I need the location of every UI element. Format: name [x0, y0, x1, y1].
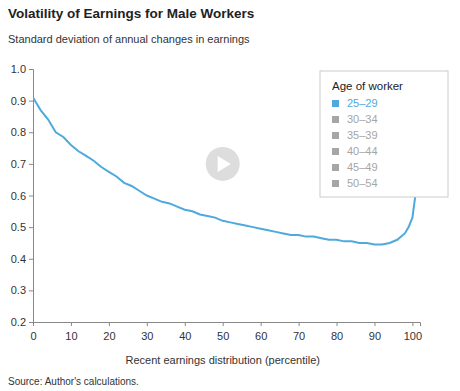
y-tick-label: 0.2: [11, 316, 26, 328]
x-axis: 0 10 20 30 40 50 60 70 80 90 100: [30, 322, 422, 342]
y-tick: 0.6: [11, 190, 33, 202]
y-tick: 0.3: [11, 284, 33, 296]
y-tick-mark: [29, 259, 33, 260]
x-tick: 30: [141, 322, 153, 342]
y-tick-label: 0.8: [11, 126, 26, 138]
y-axis: 0.2 0.3 0.4 0.5 0.6 0.7 0.8 0.9 1.0: [11, 63, 34, 328]
x-tick-label: 30: [141, 330, 153, 342]
x-tick-label: 0: [30, 330, 36, 342]
legend-label: 35–39: [347, 129, 378, 141]
subtitle: Standard deviation of annual changes in …: [8, 33, 250, 45]
x-tick-label: 40: [179, 330, 191, 342]
x-tick: 20: [103, 322, 115, 342]
x-tick-label: 60: [255, 330, 267, 342]
y-tick-label: 0.3: [11, 284, 26, 296]
y-tick: 0.5: [11, 221, 33, 233]
lines: [33, 97, 416, 244]
x-tick: 0: [30, 322, 36, 342]
y-tick: 0.9: [11, 95, 33, 107]
y-tick-label: 0.7: [11, 158, 26, 170]
x-tick-mark: [261, 322, 262, 326]
y-tick-label: 0.5: [11, 221, 26, 233]
x-tick-mark: [299, 322, 300, 326]
legend-title: Age of worker: [332, 80, 403, 92]
legend-swatch: [332, 116, 339, 123]
legend-swatch: [332, 100, 339, 107]
title: Volatility of Earnings for Male Workers: [8, 6, 254, 21]
legend: Age of worker 25–29 30–34 35–39 40–44 45–49 50…: [320, 71, 448, 197]
x-tick-label: 90: [369, 330, 381, 342]
legend-label: 50–54: [347, 177, 378, 189]
x-tick-label: 80: [331, 330, 343, 342]
x-tick: 40: [179, 322, 191, 342]
source: Source: Author's calculations.: [8, 376, 139, 387]
series-line: [33, 97, 416, 244]
x-axis-line: [34, 323, 421, 327]
legend-label: 45–49: [347, 161, 378, 173]
x-tick: 10: [65, 322, 77, 342]
y-axis-line: [29, 70, 34, 323]
y-tick: 0.8: [11, 126, 33, 138]
x-axis-title: Recent earnings distribution (percentile…: [125, 354, 319, 366]
y-tick-label: 0.9: [11, 95, 26, 107]
x-tick-label: 70: [293, 330, 305, 342]
x-tick-label: 20: [103, 330, 115, 342]
y-tick: 1.0: [11, 63, 33, 75]
x-tick-mark: [33, 322, 34, 326]
x-tick-mark: [185, 322, 186, 326]
legend-box: [320, 71, 448, 197]
x-tick-label: 100: [404, 330, 422, 342]
y-tick: 0.2: [11, 316, 33, 328]
x-tick-mark: [223, 322, 224, 326]
play-button[interactable]: [206, 147, 240, 181]
legend-label: 25–29: [347, 97, 378, 109]
y-tick-mark: [29, 101, 33, 102]
plot: 0.2 0.3 0.4 0.5 0.6 0.7 0.8 0.9 1.0 0 10 20 30 40 50 60…: [11, 63, 422, 342]
x-tick: 60: [255, 322, 267, 342]
y-tick-mark: [29, 164, 33, 165]
x-tick: 80: [331, 322, 343, 342]
x-tick-mark: [71, 322, 72, 326]
x-tick: 90: [369, 322, 381, 342]
y-tick: 0.7: [11, 158, 33, 170]
y-tick-label: 0.6: [11, 190, 26, 202]
x-tick: 50: [217, 322, 229, 342]
y-tick-mark: [29, 322, 33, 323]
x-tick-label: 50: [217, 330, 229, 342]
y-tick: 0.4: [11, 253, 33, 265]
y-tick-mark: [29, 196, 33, 197]
play-button-circle[interactable]: [206, 147, 240, 181]
legend-swatch: [332, 132, 339, 139]
legend-swatch: [332, 148, 339, 155]
y-tick-mark: [29, 290, 33, 291]
x-tick-mark: [374, 322, 375, 326]
x-tick-mark: [147, 322, 148, 326]
y-tick-label: 1.0: [11, 63, 26, 75]
x-tick: 100: [404, 322, 422, 342]
legend-label: 30–34: [347, 113, 378, 125]
x-tick-mark: [109, 322, 110, 326]
y-tick-label: 0.4: [11, 253, 26, 265]
legend-swatch: [332, 180, 339, 187]
legend-swatch: [332, 164, 339, 171]
chart: Volatility of Earnings for Male Workers S…: [0, 0, 460, 391]
legend-label: 40–44: [347, 145, 378, 157]
y-tick-mark: [29, 69, 33, 70]
x-tick: 70: [293, 322, 305, 342]
x-tick-mark: [412, 322, 413, 326]
x-tick-mark: [337, 322, 338, 326]
y-tick-mark: [29, 227, 33, 228]
y-tick-mark: [29, 132, 33, 133]
x-tick-label: 10: [65, 330, 77, 342]
play-button-icon[interactable]: [218, 156, 231, 172]
